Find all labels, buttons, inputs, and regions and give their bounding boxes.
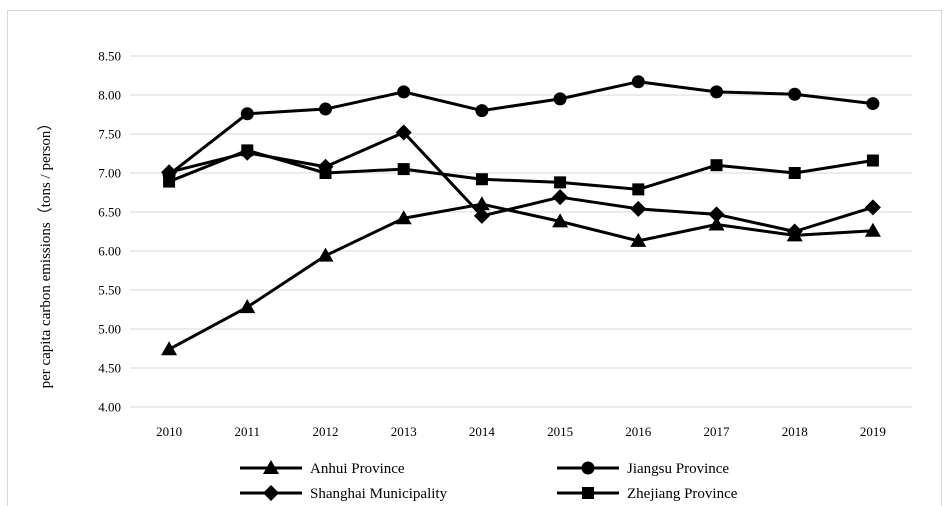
x-tick-label: 2011 — [235, 424, 261, 439]
y-tick-label: 6.00 — [98, 244, 121, 259]
data-point — [395, 124, 412, 141]
data-point — [864, 199, 881, 216]
y-tick-label: 5.00 — [98, 322, 121, 337]
legend-entry: Jiangsu Province — [557, 461, 729, 477]
data-point — [632, 183, 645, 196]
x-tick-label: 2010 — [156, 424, 182, 439]
data-point — [630, 200, 647, 217]
legend-entry: Shanghai Municipality — [240, 485, 448, 502]
data-point — [553, 92, 567, 106]
data-point — [319, 102, 332, 116]
chart-frame — [7, 10, 942, 506]
y-tick-label: 7.00 — [98, 166, 121, 181]
series-square — [163, 144, 879, 196]
series-triangle — [161, 196, 881, 356]
data-point — [395, 210, 412, 225]
y-tick-label: 7.50 — [98, 127, 121, 142]
data-point — [473, 196, 490, 211]
data-point — [241, 144, 254, 157]
y-tick-label: 6.50 — [98, 205, 121, 220]
data-point — [240, 107, 254, 121]
legend-entry: Anhui Province — [240, 460, 405, 477]
legend: Anhui Province Jiangsu Province Shanghai M… — [240, 460, 738, 502]
x-tick-label: 2012 — [313, 424, 339, 439]
x-tick-label: 2019 — [860, 424, 886, 439]
legend-entry: Zhejiang Province — [557, 486, 738, 502]
x-tick-label: 2017 — [704, 424, 731, 439]
data-point — [473, 207, 490, 224]
data-point — [710, 159, 723, 172]
y-axis-label: per capita carbon emissions（tons / perso… — [37, 116, 54, 389]
series-line — [168, 130, 874, 233]
series-line — [168, 80, 874, 176]
data-point — [631, 75, 645, 89]
legend-label: Shanghai Municipality — [310, 486, 448, 502]
y-tick-label: 4.00 — [98, 400, 121, 415]
y-tick-label: 8.00 — [98, 88, 121, 103]
data-point — [864, 222, 881, 237]
legend-label: Anhui Province — [310, 461, 405, 477]
y-tick-label: 4.50 — [98, 361, 121, 376]
y-tick-label: 5.50 — [98, 283, 121, 298]
data-point — [239, 299, 256, 314]
data-point — [866, 97, 880, 111]
legend-label: Zhejiang Province — [627, 486, 738, 502]
data-point — [317, 247, 334, 262]
series-circle — [162, 75, 880, 182]
x-tick-label: 2014 — [469, 424, 496, 439]
data-point — [552, 189, 569, 206]
data-point — [630, 232, 647, 247]
x-tick-label: 2013 — [391, 424, 417, 439]
data-point — [788, 167, 801, 179]
legend-marker — [263, 485, 279, 501]
data-point — [866, 154, 879, 167]
legend-marker — [581, 461, 595, 475]
data-point — [161, 341, 178, 356]
x-tick-label: 2015 — [547, 424, 573, 439]
y-tick-label: 8.50 — [98, 49, 121, 64]
series — [161, 75, 881, 356]
data-point — [319, 167, 332, 179]
data-point — [475, 173, 488, 186]
data-point — [475, 104, 489, 118]
data-point — [397, 85, 411, 99]
legend-marker — [582, 487, 594, 499]
data-point — [554, 176, 567, 189]
data-point — [788, 87, 802, 101]
series-line — [168, 148, 874, 191]
y-axis-ticks: 4.00 4.50 5.00 5.50 6.00 6.50 7.00 7.50 8.00 8.50 — [98, 49, 121, 415]
data-point — [710, 85, 723, 99]
series-line — [168, 202, 873, 351]
legend-marker — [263, 460, 279, 474]
x-tick-label: 2016 — [625, 424, 652, 439]
data-point — [397, 163, 410, 176]
data-point — [708, 216, 725, 231]
data-point — [708, 206, 725, 223]
x-tick-label: 2018 — [782, 424, 808, 439]
data-point — [163, 175, 176, 188]
x-axis-ticks: 2010 2011 2012 2013 2014 2015 2016 2017 2018 2019 — [156, 424, 886, 439]
data-point — [786, 223, 803, 240]
legend-label: Jiangsu Province — [627, 461, 729, 477]
data-point — [552, 213, 569, 228]
